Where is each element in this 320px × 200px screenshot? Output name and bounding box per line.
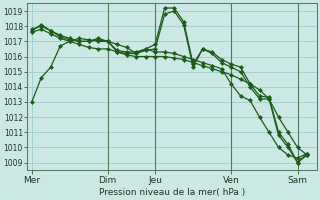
X-axis label: Pression niveau de la mer( hPa ): Pression niveau de la mer( hPa ) [99, 188, 245, 197]
